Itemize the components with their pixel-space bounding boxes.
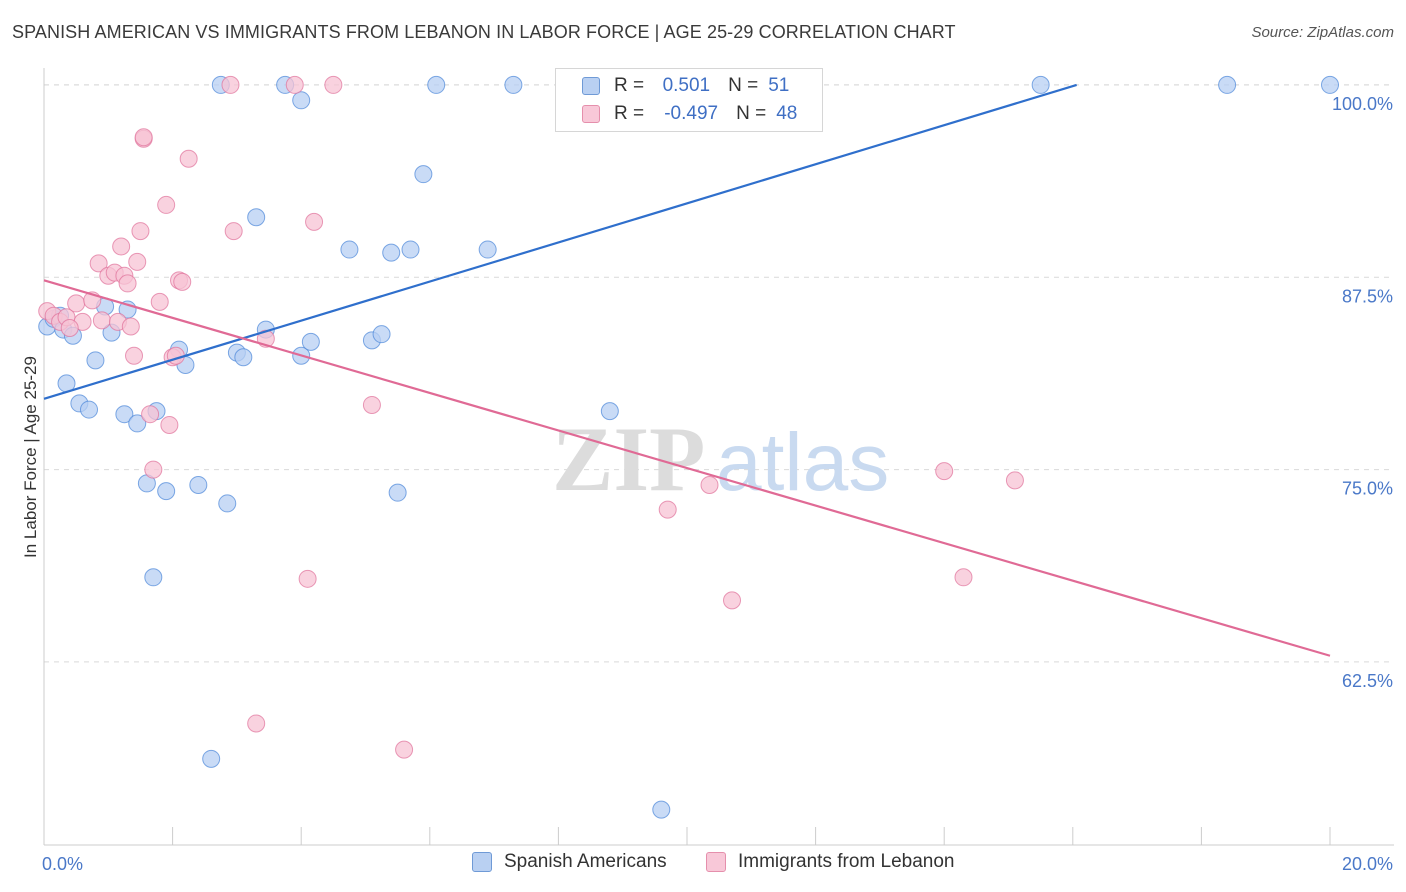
data-point (1031, 75, 1050, 94)
legend-row-immigrants-from-lebanon: R = -0.497 N = 48 (556, 100, 797, 128)
data-point (427, 75, 446, 94)
data-point (700, 475, 719, 494)
data-point (218, 494, 237, 513)
y-axis-title: In Labor Force | Age 25-29 (21, 356, 40, 558)
y-tick-label: 75.0% (1342, 479, 1393, 499)
series-immigrants-from-lebanon (38, 75, 1024, 759)
data-point (67, 294, 86, 313)
chart-title: SPANISH AMERICAN VS IMMIGRANTS FROM LEBA… (12, 22, 956, 42)
tick-labels: 62.5% 75.0% 87.5% 100.0% 0.0% 20.0% (42, 94, 1393, 874)
data-point (80, 400, 99, 419)
data-point (954, 568, 973, 587)
watermark-atlas: atlas (716, 417, 889, 508)
data-point (723, 591, 742, 610)
trend-line-blue (43, 83, 1077, 400)
data-point (285, 75, 304, 94)
data-point (652, 800, 671, 819)
legend-swatch-blue (582, 77, 600, 95)
data-point (221, 75, 240, 94)
data-point (478, 240, 497, 259)
data-point (247, 714, 266, 733)
legend-item-label: Immigrants from Lebanon (738, 851, 955, 872)
data-point (324, 75, 343, 94)
source-credit: Source: ZipAtlas.com (1251, 24, 1394, 41)
legend-item-label: Spanish Americans (504, 851, 667, 872)
legend-item-spanish-americans[interactable]: Spanish Americans (472, 851, 667, 873)
data-point (372, 325, 391, 344)
legend-row-spanish-americans: R = 0.501 N = 51 (556, 72, 789, 100)
data-point (362, 395, 381, 414)
data-point (395, 740, 414, 759)
data-point (388, 483, 407, 502)
data-point (112, 237, 131, 256)
data-point (157, 482, 176, 501)
data-point (128, 414, 147, 433)
data-point (125, 346, 144, 365)
trend-line-pink (43, 279, 1331, 657)
legend-swatch-pink (706, 852, 726, 872)
x-tick-label: 20.0% (1342, 854, 1393, 874)
data-point (292, 91, 311, 110)
grid-lines (44, 84, 1394, 663)
data-point (115, 405, 134, 424)
legend-n-value: 48 (776, 103, 798, 124)
legend-r-label: R = (614, 103, 645, 124)
data-point (144, 568, 163, 587)
legend-r-value: -0.497 (664, 103, 719, 124)
legend-swatch-pink (582, 105, 600, 123)
data-point (157, 195, 176, 214)
data-point (658, 500, 677, 519)
watermark-zip: ZIP (552, 408, 705, 510)
data-point (382, 243, 401, 262)
data-point (189, 475, 208, 494)
data-point (121, 317, 140, 336)
data-point (60, 319, 79, 338)
axes (43, 68, 1394, 846)
data-point (301, 332, 320, 351)
data-point (414, 165, 433, 184)
legend-n-label: N = (728, 75, 759, 96)
data-point (298, 569, 317, 588)
series-legend: Spanish Americans Immigrants from Lebano… (0, 851, 1406, 879)
x-tick-label: 0.0% (42, 854, 83, 874)
data-point (1321, 75, 1339, 94)
data-point (305, 212, 324, 231)
data-point (202, 749, 221, 768)
data-point (128, 252, 147, 271)
data-point (247, 208, 266, 227)
legend-item-immigrants-from-lebanon[interactable]: Immigrants from Lebanon (706, 851, 955, 873)
data-point (141, 405, 160, 424)
legend-n-label: N = (736, 103, 767, 124)
data-point (144, 460, 163, 479)
data-point (150, 292, 169, 311)
data-point (234, 348, 253, 367)
legend-r-label: R = (614, 75, 645, 96)
data-point (131, 222, 150, 241)
data-point (340, 240, 359, 259)
data-point (179, 149, 198, 168)
y-tick-label: 62.5% (1342, 671, 1393, 691)
data-point (134, 128, 153, 147)
data-point (504, 75, 523, 94)
legend-r-value: 0.501 (662, 75, 711, 96)
data-point (92, 311, 111, 330)
data-point (118, 274, 137, 293)
y-tick-label: 87.5% (1342, 286, 1393, 306)
data-point (160, 415, 179, 434)
trend-lines (43, 83, 1331, 657)
data-point (1218, 75, 1237, 94)
correlation-legend: R = 0.501 N = 51 R = -0.497 N = 48 (555, 68, 823, 132)
data-point (600, 402, 619, 421)
data-point (86, 351, 105, 370)
data-point (224, 222, 243, 241)
legend-n-value: 51 (768, 75, 790, 96)
data-point (1005, 471, 1024, 490)
y-tick-label: 100.0% (1332, 94, 1393, 114)
data-point (935, 462, 954, 481)
legend-swatch-blue (472, 852, 492, 872)
data-point (173, 272, 192, 291)
data-point (401, 240, 420, 259)
data-point (89, 254, 108, 273)
